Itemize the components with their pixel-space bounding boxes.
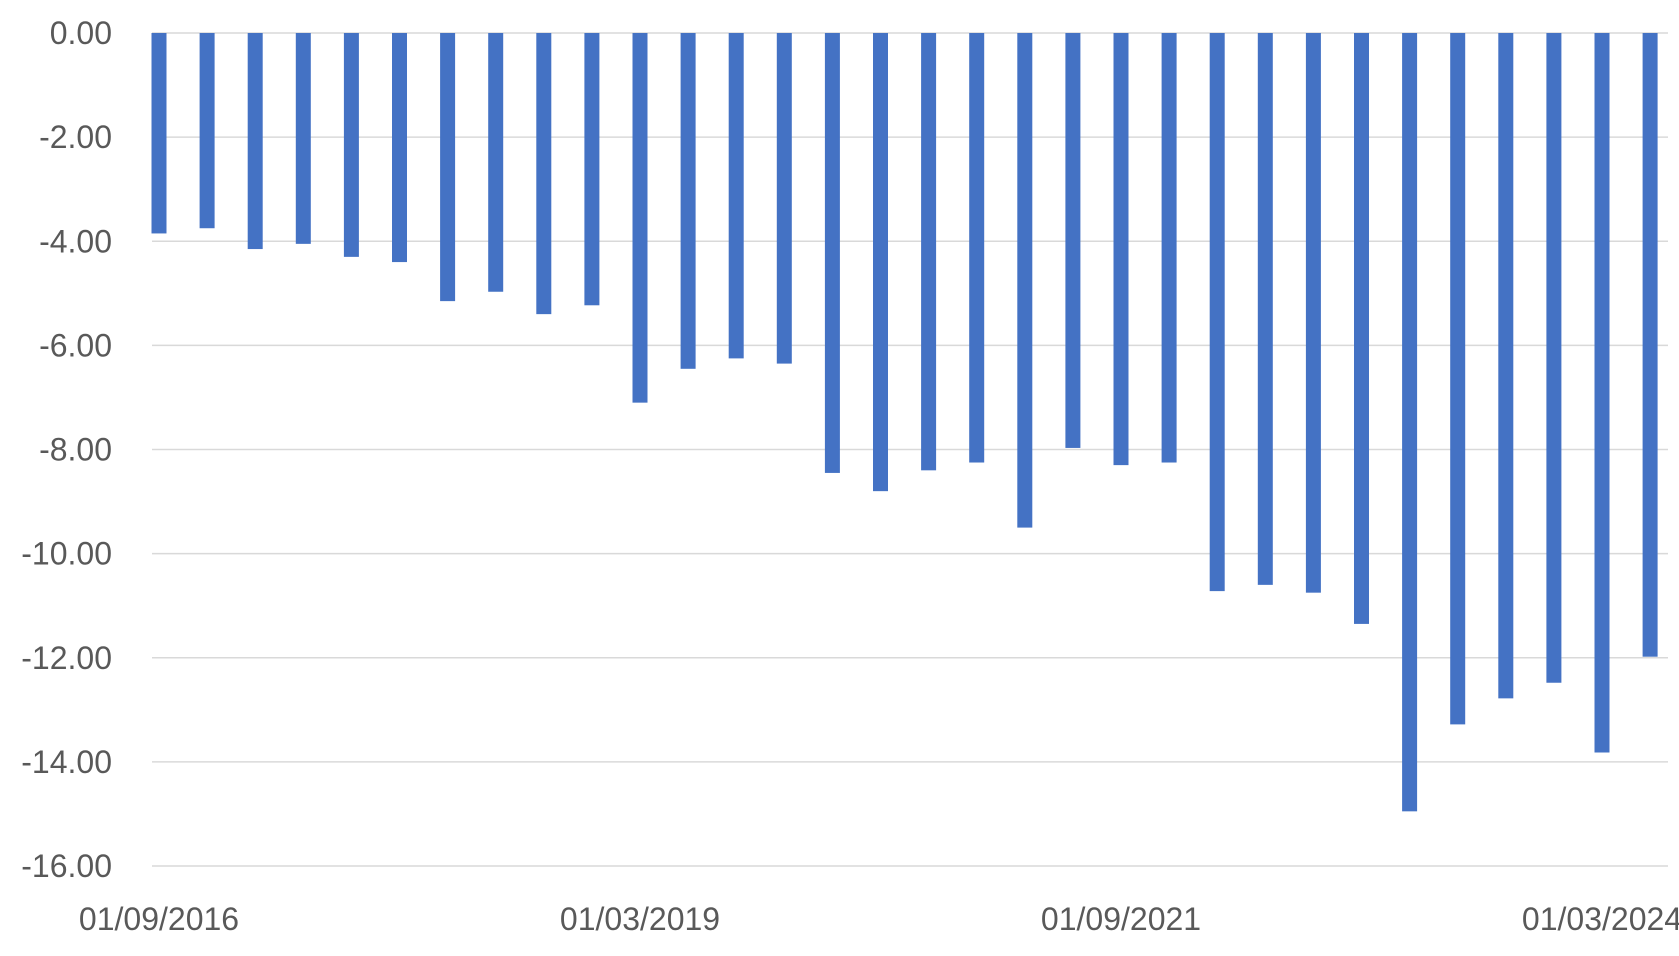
y-tick-label: -8.00 <box>39 432 112 468</box>
bar <box>969 33 985 463</box>
bar <box>392 33 407 263</box>
bar <box>536 33 552 315</box>
bars <box>151 33 1658 812</box>
bar <box>776 33 792 364</box>
x-tick-label: 01/09/2016 <box>79 901 239 937</box>
bar <box>824 33 840 473</box>
bar <box>1017 33 1033 528</box>
y-tick-label: -16.00 <box>21 848 112 884</box>
y-tick-label: -14.00 <box>21 744 112 780</box>
x-tick-label: 01/03/2019 <box>560 901 720 937</box>
y-tick-label: -2.00 <box>39 119 112 155</box>
bar <box>199 33 215 229</box>
bar <box>728 33 744 359</box>
bar <box>151 33 167 234</box>
bar <box>1498 33 1514 699</box>
bar <box>1065 33 1081 448</box>
x-tick-label: 01/03/2024 <box>1522 901 1679 937</box>
bar <box>921 33 937 471</box>
bar <box>295 33 311 244</box>
y-tick-label: -12.00 <box>21 640 112 676</box>
bar <box>1546 33 1562 683</box>
bar <box>1594 33 1610 753</box>
bar <box>488 33 504 292</box>
bar <box>680 33 696 369</box>
x-axis-tick-labels: 01/09/2016 01/03/2019 01/09/2021 01/03/2024 <box>79 901 1679 937</box>
y-tick-label: -10.00 <box>21 536 112 572</box>
bar <box>1209 33 1225 592</box>
bar <box>1642 33 1658 657</box>
bar <box>1161 33 1177 463</box>
y-axis-tick-labels: 0.00 -2.00 -4.00 -6.00 -8.00 -10.00 -12.00 -14.… <box>21 15 112 884</box>
x-tick-label: 01/09/2021 <box>1041 901 1201 937</box>
bar <box>584 33 600 306</box>
y-tick-label: -6.00 <box>39 327 112 363</box>
y-tick-label: -4.00 <box>39 223 112 259</box>
bar <box>1354 33 1369 624</box>
bar <box>1305 33 1321 593</box>
bar <box>343 33 359 257</box>
bar <box>247 33 263 250</box>
bar <box>1113 33 1129 466</box>
bar <box>1257 33 1273 585</box>
bar <box>1402 33 1418 812</box>
y-tick-label: 0.00 <box>50 15 112 51</box>
bar <box>873 33 888 492</box>
bar <box>440 33 456 302</box>
gridlines <box>152 32 1668 867</box>
bar <box>1450 33 1466 725</box>
bar <box>632 33 648 403</box>
